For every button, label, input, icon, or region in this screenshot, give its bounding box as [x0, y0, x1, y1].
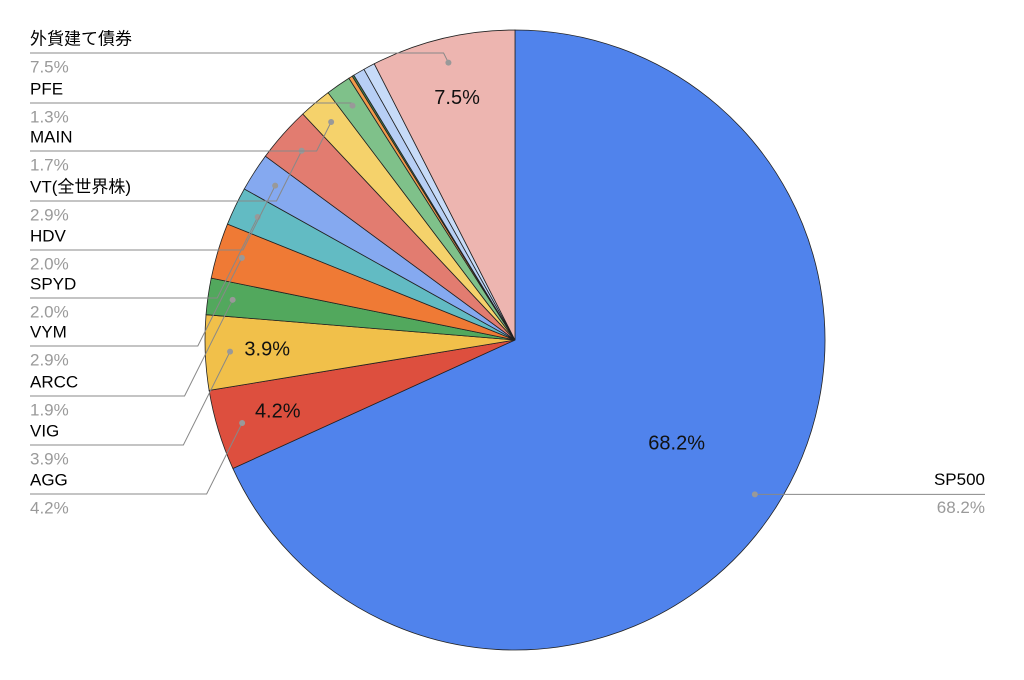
legend-label: MAIN — [30, 127, 73, 146]
slice-value-label: 7.5% — [434, 87, 480, 109]
legend-value: 1.9% — [30, 400, 69, 419]
leader-line — [30, 216, 259, 299]
leader-line — [30, 102, 353, 106]
leader-dot — [272, 182, 279, 189]
legend-value: 7.5% — [30, 57, 69, 76]
leader-dot — [445, 59, 452, 66]
legend-label: HDV — [30, 226, 67, 245]
legend-label: AGG — [30, 470, 68, 489]
leader-line — [30, 121, 332, 152]
leader-line — [30, 299, 234, 397]
leader-dot — [227, 348, 234, 355]
legend-label: VIG — [30, 421, 59, 440]
leader-dot — [239, 420, 246, 427]
leader-line — [30, 257, 243, 347]
leader-dot — [751, 491, 758, 498]
leader-dot — [349, 102, 356, 109]
legend-value: 1.3% — [30, 107, 69, 126]
legend-value: 4.2% — [30, 498, 69, 517]
legend-label: VYM — [30, 322, 67, 341]
leader-line — [30, 351, 231, 446]
legend-label: ARCC — [30, 372, 78, 391]
slice-value-label: 4.2% — [255, 400, 301, 422]
legend-value: 2.0% — [30, 254, 69, 273]
pie-slice — [373, 29, 516, 341]
leader-dot — [328, 118, 335, 125]
slice-value-label: 68.2% — [648, 432, 705, 454]
legend-label: PFE — [30, 79, 63, 98]
legend-label: SP500 — [934, 470, 985, 489]
legend-value: 2.0% — [30, 302, 69, 321]
leader-line — [30, 52, 449, 63]
slice-value-label: 3.9% — [244, 338, 290, 360]
leader-dot — [229, 296, 236, 303]
legend-value: 68.2% — [937, 498, 985, 517]
legend-label: SPYD — [30, 274, 76, 293]
legend-value: 2.9% — [30, 205, 69, 224]
legend-value: 1.7% — [30, 155, 69, 174]
legend-label: 外貨建て債券 — [30, 29, 132, 48]
leader-line — [30, 422, 243, 495]
pie-slice — [232, 29, 826, 651]
legend-value: 3.9% — [30, 449, 69, 468]
leader-line — [30, 185, 276, 251]
leader-line — [30, 150, 303, 202]
legend-value: 2.9% — [30, 350, 69, 369]
legend-label: VT(全世界株) — [30, 177, 131, 196]
leader-dot — [238, 254, 245, 261]
